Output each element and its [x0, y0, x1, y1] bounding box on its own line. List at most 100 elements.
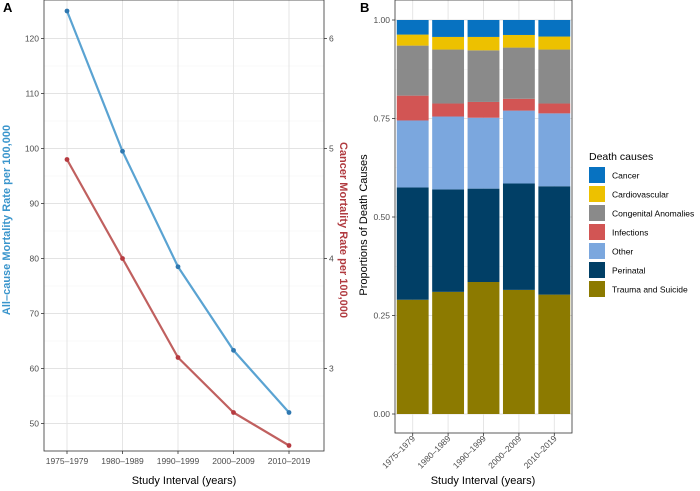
panel-b-y-axis-title: Proportions of Death Causes: [358, 154, 370, 296]
panel-a-right-tick-label: 3: [329, 364, 334, 374]
legend-swatch-cancer: [589, 167, 605, 183]
legend-label-cardiovascular: Cardiovascular: [612, 190, 669, 200]
bar-segment-trauma-and-suicide: [538, 294, 571, 414]
bar-segment-cancer: [396, 20, 429, 35]
legend-title: Death causes: [589, 151, 653, 163]
legend-swatch-congenital-anomalies: [589, 205, 605, 221]
data-point-all-cause-mortality: [64, 8, 70, 14]
bar-segment-perinatal: [538, 186, 571, 295]
panel-a-x-tick-label: 2010–2019: [268, 456, 311, 466]
panel-a-left-axis-title: All–cause Mortality Rate per 100,000: [1, 125, 13, 315]
panel-a-lines: [64, 8, 292, 448]
bar-segment-congenital-anomalies: [467, 50, 500, 102]
bar-segment-trauma-and-suicide: [432, 291, 465, 414]
panel-a-right-tick-label: 5: [329, 144, 334, 154]
bar-segment-cardiovascular: [502, 34, 535, 48]
panel-a-border: [43, 0, 325, 452]
panel-a-x-tick-label: 1975–1979: [46, 456, 89, 466]
legend-label-other: Other: [612, 247, 633, 257]
panel-a-axes: 50 60 70 80 90 100 110 120 1975–1979 1980–1989 199…: [25, 34, 334, 467]
panel-b-x-tick-label: 2010–2019: [522, 433, 559, 470]
legend: Death causes Cancer Cardiovascular Congeni…: [589, 151, 694, 297]
panel-b-x-tick-label: 1980–1989: [415, 433, 452, 470]
panel-b-y-tick-label: 1.00: [373, 15, 390, 25]
bar-segment-perinatal: [502, 183, 535, 290]
bar-segment-perinatal: [396, 187, 429, 300]
legend-swatch-perinatal: [589, 262, 605, 278]
bar-segment-trauma-and-suicide: [467, 282, 500, 414]
panel-b-bars: [396, 20, 571, 414]
bar-segment-cardiovascular: [467, 36, 500, 51]
panel-a-left-tick-label: 80: [30, 254, 40, 264]
legend-swatch-cardiovascular: [589, 186, 605, 202]
panel-a: A 50 60 70 80 90 100 110 120 1975–1979 1980–1989 1…: [1, 0, 349, 487]
panel-a-left-tick-label: 110: [25, 89, 39, 99]
panel-b-y-tick-label: 0.00: [373, 409, 390, 419]
data-point-all-cause-mortality: [286, 410, 292, 415]
panel-a-left-tick-label: 60: [30, 364, 40, 374]
bar-segment-other: [538, 113, 571, 187]
bar-segment-perinatal: [467, 188, 500, 283]
legend-label-perinatal: Perinatal: [612, 266, 646, 276]
panel-a-x-tick-label: 1980–1989: [101, 456, 144, 466]
bar-segment-congenital-anomalies: [538, 49, 571, 104]
bar-segment-cardiovascular: [432, 36, 465, 50]
legend-label-infections: Infections: [612, 228, 648, 238]
panel-a-x-tick-label: 2000–2009: [212, 456, 255, 466]
legend-label-trauma-and-suicide: Trauma and Suicide: [612, 285, 688, 295]
bar-segment-other: [502, 110, 535, 184]
panel-a-left-tick-label: 120: [25, 34, 39, 44]
bar-segment-congenital-anomalies: [432, 49, 465, 104]
panel-a-label: A: [3, 0, 13, 15]
panel-b-x-tick-label: 1975–1979: [380, 433, 417, 470]
panel-b: B 0.00 0.25 0.50 0.75 1.00 1975–19791980–1989…: [358, 0, 694, 487]
legend-label-congenital-anomalies: Congenital Anomalies: [612, 209, 694, 219]
bar-segment-cancer: [467, 20, 500, 37]
bar-segment-infections: [396, 95, 429, 121]
panel-a-left-tick-label: 100: [25, 144, 39, 154]
panel-b-x-tick-label: 2000–2009: [486, 433, 523, 470]
data-point-cancer-mortality: [64, 157, 70, 162]
panel-a-x-axis-title: Study Interval (years): [132, 475, 237, 487]
bar-segment-infections: [538, 103, 571, 114]
data-point-all-cause-mortality: [175, 264, 181, 270]
bar-segment-cancer: [502, 20, 535, 35]
panel-b-x-tick-label: 1990–1999: [451, 433, 488, 470]
panel-a-plot-area: [44, 0, 324, 451]
legend-swatch-other: [589, 243, 605, 259]
panel-b-label: B: [360, 0, 369, 15]
panel-a-left-tick-label: 50: [30, 419, 40, 429]
bar-segment-cardiovascular: [538, 36, 571, 50]
bar-segment-cancer: [432, 20, 465, 37]
data-point-cancer-mortality: [120, 256, 125, 261]
panel-b-y-tick-label: 0.25: [373, 311, 390, 321]
bar-segment-infections: [502, 98, 535, 111]
panel-a-left-tick-label: 90: [30, 199, 40, 209]
panel-a-right-axis-title: Cancer Mortality Rate per 100,000: [337, 142, 349, 318]
legend-label-cancer: Cancer: [612, 171, 640, 181]
bar-segment-infections: [432, 103, 465, 117]
legend-swatch-trauma-and-suicide: [589, 281, 605, 297]
bar-segment-cancer: [538, 20, 571, 37]
panel-a-right-tick-label: 6: [329, 34, 334, 44]
panel-b-x-axis-title: Study Interval (years): [431, 475, 536, 487]
data-point-all-cause-mortality: [231, 347, 236, 353]
data-point-cancer-mortality: [286, 443, 292, 448]
panel-b-y-tick-label: 0.50: [373, 212, 390, 222]
bar-segment-trauma-and-suicide: [502, 289, 535, 414]
bar-segment-congenital-anomalies: [396, 45, 429, 96]
panel-a-x-tick-label: 1990–1999: [157, 456, 200, 466]
bar-segment-trauma-and-suicide: [396, 299, 429, 414]
panel-b-y-tick-label: 0.75: [373, 114, 390, 124]
panel-a-right-tick-label: 4: [329, 254, 334, 264]
bar-segment-infections: [467, 101, 500, 118]
data-point-cancer-mortality: [231, 410, 236, 415]
data-point-all-cause-mortality: [120, 148, 125, 154]
bar-segment-congenital-anomalies: [502, 47, 535, 99]
panel-a-left-tick-label: 70: [30, 309, 40, 319]
data-point-cancer-mortality: [175, 355, 181, 360]
legend-swatch-infections: [589, 224, 605, 240]
bar-segment-other: [432, 116, 465, 190]
bar-segment-cardiovascular: [396, 34, 429, 46]
